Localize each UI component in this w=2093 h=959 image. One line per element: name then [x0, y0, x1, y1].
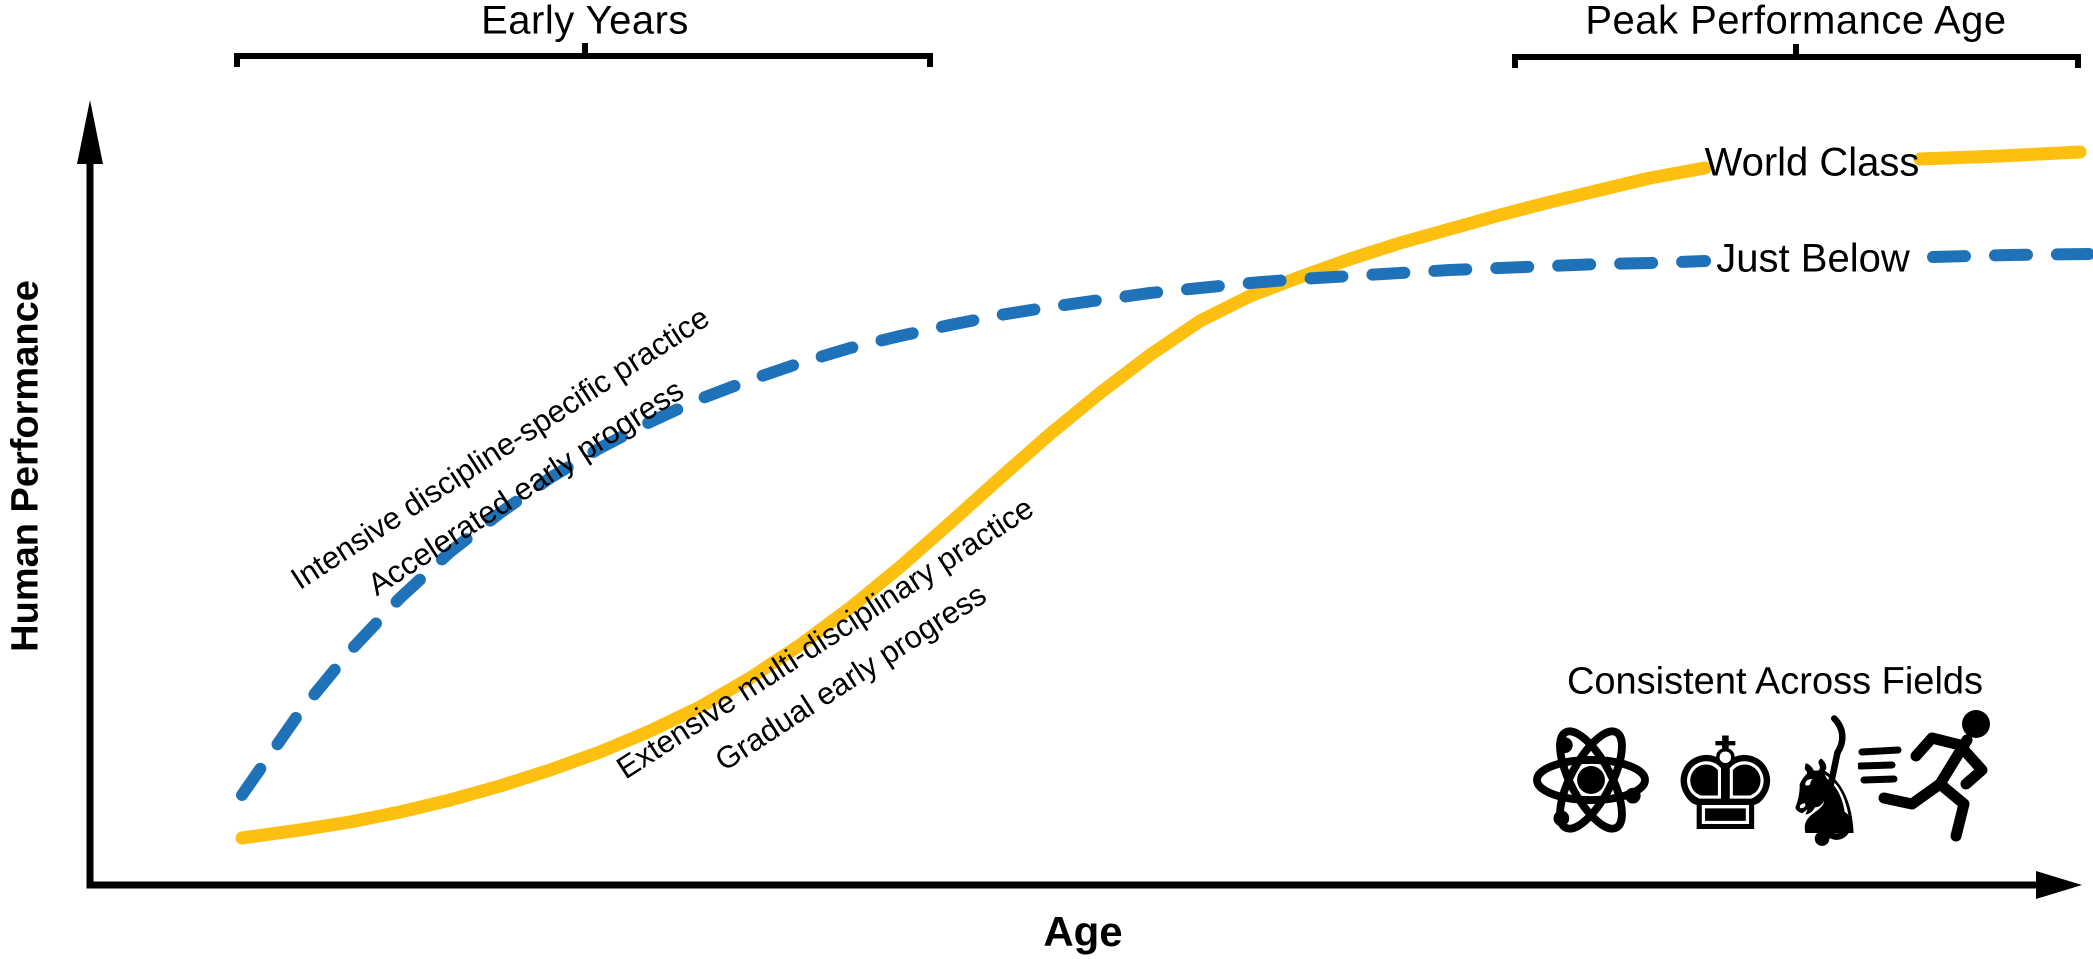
world-class-label: World Class [1704, 140, 1920, 185]
early-years-title: Early Years [481, 0, 689, 43]
just-below-label: Just Below [1716, 236, 1910, 281]
consistent-across-fields-caption: Consistent Across Fields [1566, 660, 1984, 703]
x-axis-label: Age [1043, 908, 1123, 955]
treble-clef-icon [1814, 715, 1852, 846]
peak-performance-bracket [1512, 44, 2081, 68]
just-below-curve [236, 255, 1711, 801]
world-class-curve-end [1913, 145, 2087, 166]
peak-performance-title: Peak Performance Age [1585, 0, 2007, 43]
just-below-curve-end [1927, 248, 2093, 263]
x-axis-arrowhead [2036, 871, 2082, 899]
atom-icon [1533, 727, 1649, 833]
world-class-curve [235, 161, 1712, 845]
runner-icon [1858, 710, 1990, 842]
early-years-bracket [234, 43, 933, 67]
axis-lines [86, 140, 2042, 889]
y-axis-label: Human Performance [4, 280, 47, 652]
y-axis-arrowhead [77, 100, 103, 164]
chess-king-icon: ♚ [1668, 711, 1783, 860]
chess-icon: ♚ ♞ [1668, 712, 1870, 850]
